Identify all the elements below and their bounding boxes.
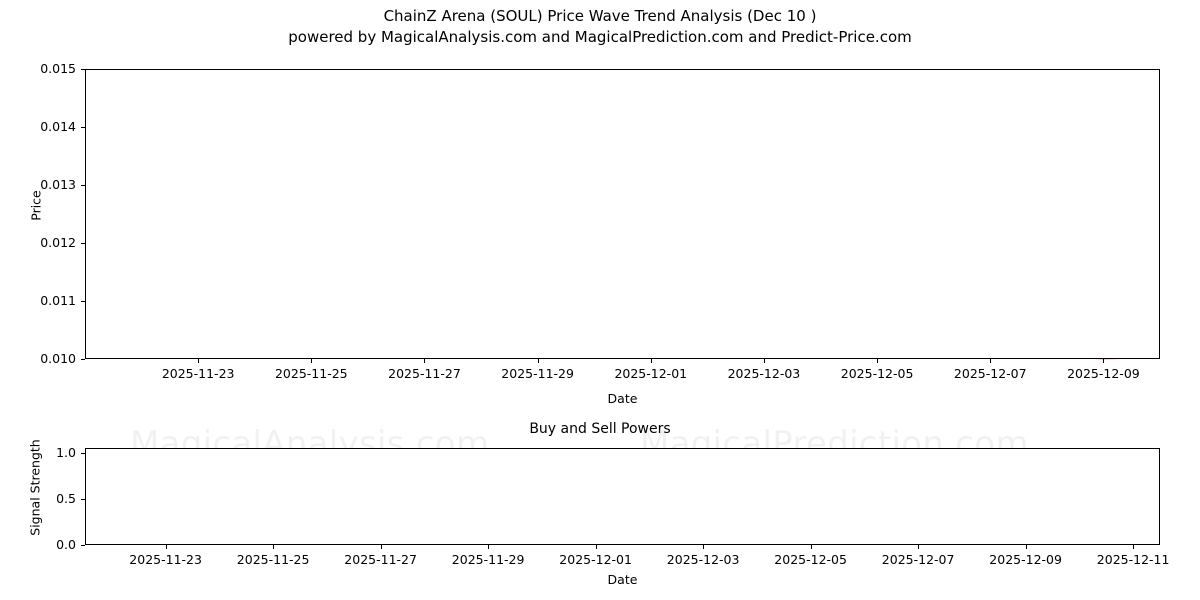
- signal-chart-title: Buy and Sell Powers: [529, 421, 671, 437]
- price-x-tickmark: [537, 359, 539, 363]
- signal-y-tickmark: [81, 498, 85, 500]
- signal-y-axis-label: Signal Strength: [27, 439, 43, 536]
- price-y-tick: 0.011: [40, 293, 76, 308]
- signal-x-tick: 2025-11-23: [129, 552, 202, 567]
- buy-sell-powers-chart: [85, 448, 1160, 545]
- price-x-tick: 2025-12-09: [1067, 366, 1140, 381]
- signal-x-tick: 2025-12-03: [666, 552, 740, 567]
- price-x-axis-label: Date: [607, 391, 638, 406]
- price-x-tickmark: [650, 359, 652, 363]
- title-block: ChainZ Arena (SOUL) Price Wave Trend Ana…: [0, 6, 1200, 48]
- price-y-tick: 0.010: [40, 351, 76, 366]
- signal-x-tick: 2025-12-07: [881, 552, 955, 567]
- price-y-tickmark: [81, 243, 85, 244]
- price-x-tickmark: [990, 359, 992, 363]
- price-plot-frame: [85, 69, 1160, 359]
- price-x-tick: 2025-12-07: [953, 366, 1027, 381]
- signal-x-tickmark: [380, 545, 382, 549]
- signal-x-axis-label: Date: [607, 572, 638, 587]
- signal-x-tickmark: [1025, 545, 1027, 549]
- signal-x-tickmark: [703, 545, 705, 549]
- price-x-tick: 2025-12-05: [840, 366, 914, 381]
- signal-y-tickmark: [81, 545, 85, 546]
- price-x-tick: 2025-11-23: [161, 366, 235, 381]
- signal-y-tickmark: [81, 452, 85, 454]
- price-y-tick: 0.012: [40, 235, 76, 250]
- price-y-tick: 0.014: [40, 119, 76, 134]
- price-x-tickmark: [763, 359, 765, 363]
- price-y-tickmark: [81, 301, 85, 302]
- price-x-tickmark: [877, 359, 879, 363]
- price-y-tickmark: [81, 359, 85, 360]
- price-y-tick: 0.015: [40, 61, 76, 76]
- price-y-axis-label: Price: [28, 190, 44, 221]
- signal-x-tickmark: [273, 545, 275, 549]
- signal-x-tickmark: [165, 545, 167, 549]
- signal-x-tickmark: [1133, 545, 1135, 549]
- price-y-tickmark: [81, 69, 85, 70]
- signal-y-tick: 0.0: [56, 537, 76, 552]
- signal-x-tick: 2025-11-25: [236, 552, 310, 567]
- signal-x-tick: 2025-12-09: [989, 552, 1062, 567]
- signal-x-tickmark: [918, 545, 920, 549]
- price-y-tickmark: [81, 185, 85, 186]
- signal-x-tick: 2025-12-01: [559, 552, 632, 567]
- price-x-tickmark: [198, 359, 200, 363]
- price-x-tick: 2025-12-01: [614, 366, 688, 381]
- price-x-tick: 2025-11-29: [501, 366, 574, 381]
- signal-x-tickmark: [488, 545, 490, 549]
- signal-x-tick: 2025-11-27: [344, 552, 417, 567]
- price-x-tick: 2025-12-03: [727, 366, 801, 381]
- price-y-tick: 0.013: [40, 177, 76, 192]
- price-wave-chart: [85, 69, 1160, 361]
- signal-plot-frame: [85, 448, 1160, 545]
- signal-x-tickmark: [595, 545, 597, 549]
- signal-x-tickmark: [810, 545, 812, 549]
- signal-x-tick: 2025-11-29: [451, 552, 525, 567]
- page-subtitle: powered by MagicalAnalysis.com and Magic…: [288, 28, 912, 46]
- signal-y-tick: 1.0: [56, 444, 76, 460]
- signal-y-tick: 0.5: [56, 490, 76, 506]
- signal-x-tick: 2025-12-11: [1096, 552, 1170, 567]
- price-x-tick: 2025-11-27: [388, 366, 461, 381]
- signal-x-tick: 2025-12-05: [774, 552, 847, 567]
- price-y-tickmark: [81, 127, 85, 128]
- price-x-tickmark: [311, 359, 313, 363]
- page-title: ChainZ Arena (SOUL) Price Wave Trend Ana…: [383, 7, 817, 25]
- price-x-tick: 2025-11-25: [274, 366, 348, 381]
- price-x-tickmark: [1103, 359, 1105, 363]
- price-x-tickmark: [424, 359, 426, 363]
